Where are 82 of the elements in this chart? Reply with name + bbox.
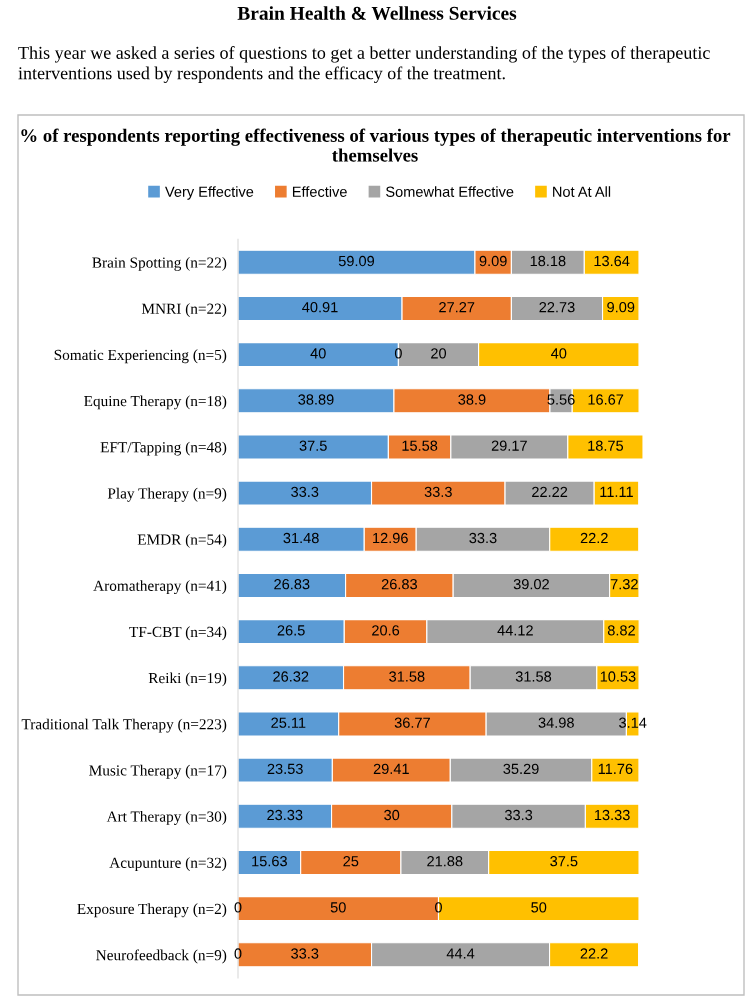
y-tick-label: Art Therapy (n=30)	[106, 810, 227, 825]
data-label: 20	[431, 348, 447, 359]
data-label: 40	[310, 348, 326, 359]
data-label: 31.58	[515, 671, 552, 682]
data-label: 9.09	[607, 302, 635, 313]
data-label: 16.67	[588, 394, 624, 405]
data-label: 15.63	[252, 856, 287, 867]
y-tick-label: Equine Therapy (n=18)	[84, 395, 227, 410]
data-label: 38.89	[298, 394, 334, 405]
data-label: 44.12	[497, 625, 533, 636]
data-label: 23.33	[267, 809, 303, 821]
data-label: 13.33	[594, 809, 630, 821]
data-label: 11.11	[600, 486, 633, 497]
y-tick-label: Brain Spotting (n=22)	[92, 256, 227, 271]
y-tick-label: TF-CBT (n=34)	[129, 626, 227, 641]
y-tick-label: Music Therapy (n=17)	[89, 764, 227, 779]
data-label: 7.32	[610, 579, 638, 590]
data-label: 22.73	[539, 302, 575, 313]
y-tick-label: Aromatherapy (n=41)	[93, 580, 227, 595]
data-label: 18.75	[588, 440, 624, 451]
data-label: 22.22	[532, 486, 568, 497]
data-label: 39.02	[513, 579, 549, 590]
data-label: 30	[384, 809, 400, 821]
data-label: 33.3	[291, 486, 319, 498]
data-label: 37.5	[299, 440, 327, 451]
data-label: 36.77	[394, 717, 430, 728]
data-label: 33.3	[504, 809, 533, 821]
text: Brain Health & Wellness Services	[237, 6, 517, 20]
data-label: 25	[343, 856, 359, 867]
chart-title: % of respondents reporting effectiveness of various types of therapeutic interventions for themselves	[21, 128, 731, 162]
data-label: 15.58	[402, 440, 438, 451]
y-tick-label: Acupunture (n=32)	[109, 857, 227, 871]
data-label: 23.53	[267, 763, 303, 775]
y-tick-label: Neurofeedback (n=9)	[96, 949, 227, 964]
data-label: 40.91	[302, 302, 338, 313]
data-label: 26.32	[273, 671, 309, 682]
y-tick-label: MNRI (n=22)	[141, 303, 227, 317]
data-label: 26.83	[274, 579, 310, 590]
y-tick-label: EFT/Tapping (n=48)	[100, 441, 227, 456]
legend-label: Effective	[292, 186, 347, 197]
data-label: 31.48	[283, 532, 319, 544]
legend-label: Not At All	[553, 186, 611, 197]
data-label: 8.82	[607, 625, 635, 636]
legend-label: Very Effective	[165, 186, 254, 200]
legend-label: Somewhat Effective	[386, 186, 514, 197]
y-tick-label: Traditional Talk Therapy (n=223)	[21, 718, 227, 733]
data-label: 44.4	[446, 948, 475, 959]
data-label: 18.18	[530, 255, 566, 267]
data-label: 59.09	[338, 255, 375, 267]
y-tick-label: Reiki (n=19)	[148, 672, 227, 687]
y-tick-label: Exposure Therapy (n=2)	[77, 903, 227, 918]
data-label: 10.53	[600, 671, 636, 682]
y-tick-label: Somatic Experiencing (n=5)	[54, 349, 227, 364]
data-label: 31.58	[389, 671, 425, 682]
data-label: 29.41	[373, 763, 409, 775]
text: This year we asked a series of questions to get a better understanding of the types of therapeutic interventions used by respondents and the efficacy of the treatment.	[18, 46, 710, 84]
data-label: 26.83	[381, 579, 417, 590]
data-label: 50	[330, 902, 346, 913]
data-label: 9.09	[479, 255, 507, 267]
y-tick-label: Play Therapy (n=9)	[107, 487, 227, 502]
data-label: 27.27	[439, 302, 475, 313]
data-label: 34.98	[538, 717, 574, 728]
data-label: 13.64	[594, 255, 630, 267]
data-label: 26.5	[277, 625, 305, 636]
data-label: 33.3	[469, 532, 497, 544]
text: 0	[394, 348, 402, 359]
data-label: 33.3	[424, 486, 452, 498]
data-label: 22.2	[580, 532, 608, 544]
data-label: 25.11	[271, 717, 306, 728]
data-label: 50	[531, 902, 547, 913]
data-label: 35.29	[503, 763, 539, 775]
data-label: 11.76	[598, 763, 633, 775]
data-label: 37.5	[550, 856, 578, 867]
data-label: 22.2	[580, 948, 608, 959]
data-label: 12.96	[373, 532, 408, 544]
data-label: 20.6	[372, 625, 400, 636]
data-label: 38.9	[458, 394, 486, 405]
data-label: 33.3	[291, 948, 319, 959]
data-label: 40	[551, 348, 567, 359]
y-tick-label: EMDR (n=54)	[137, 533, 227, 548]
data-label: 21.88	[427, 856, 463, 867]
data-label: 29.17	[491, 440, 527, 451]
